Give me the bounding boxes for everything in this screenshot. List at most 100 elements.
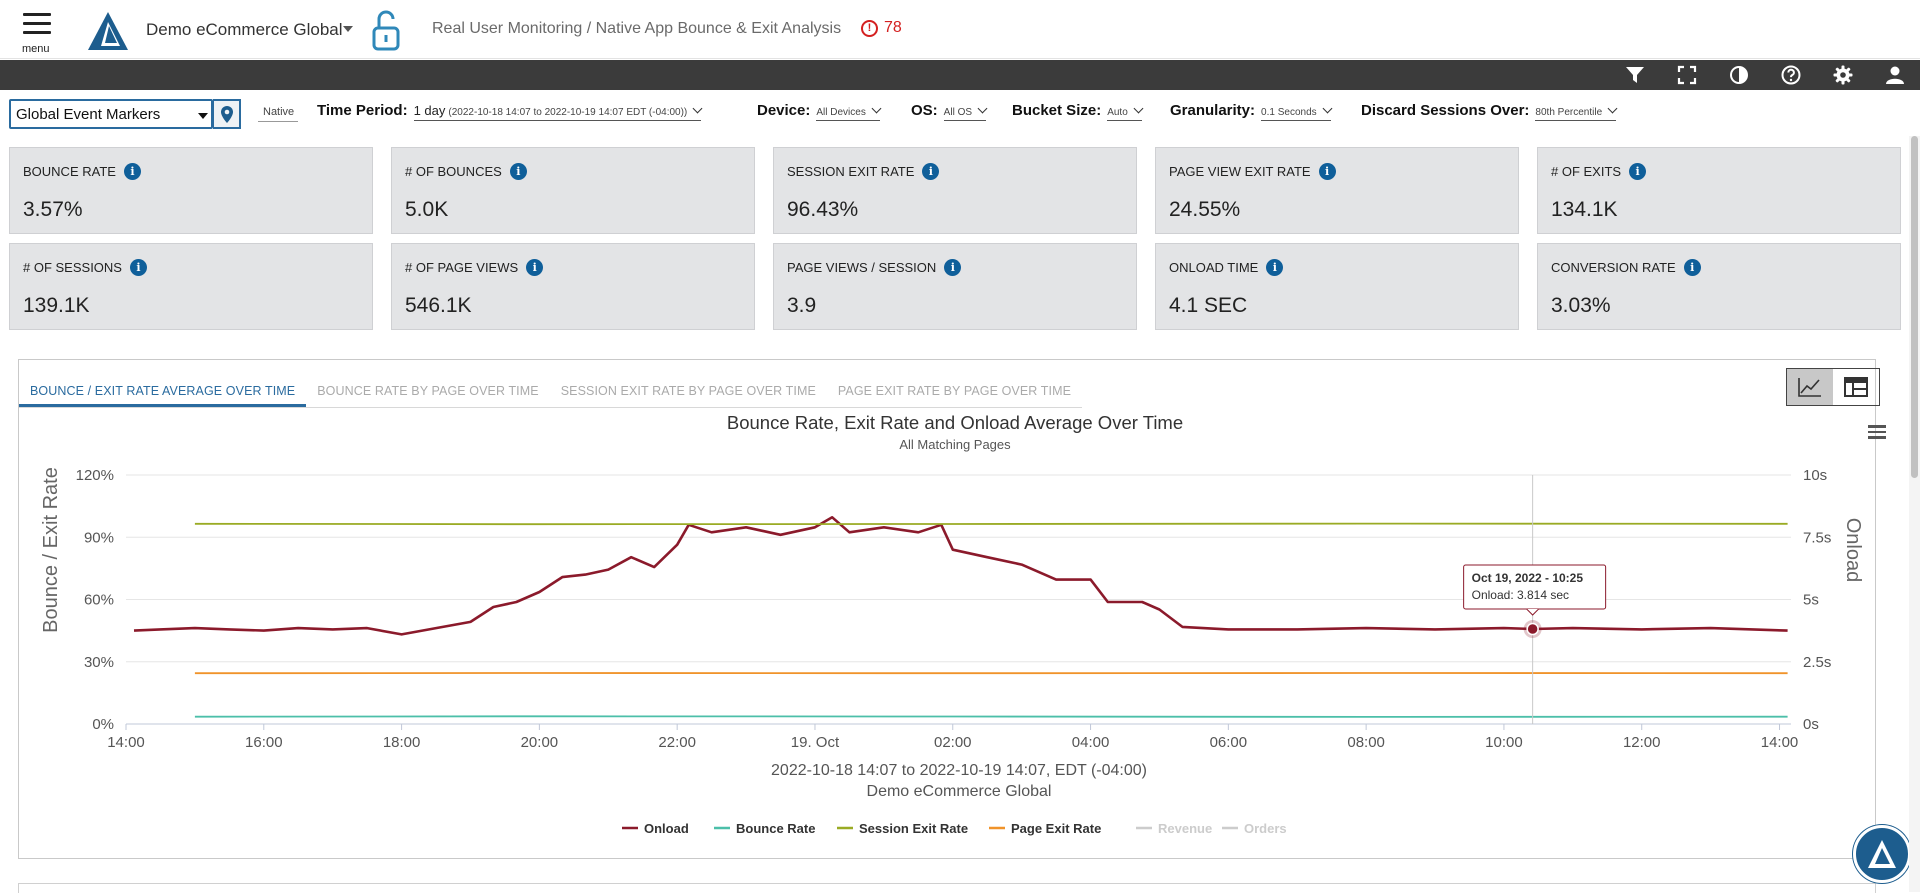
filter-icon[interactable] [1625,65,1645,85]
series-line-bounce-rate [195,716,1788,717]
chevron-down-icon [978,104,988,114]
device-dropdown[interactable]: All Devices [816,107,879,121]
legend-item-onload[interactable]: Onload [644,821,689,836]
chart-subtitle: All Matching Pages [899,437,1011,452]
info-icon[interactable]: i [1684,259,1701,276]
bucket-size-filter[interactable]: Bucket Size: Auto [1012,102,1142,121]
top-toolbar [0,60,1920,90]
chevron-down-icon [1608,104,1618,114]
info-icon[interactable]: i [1629,163,1646,180]
granularity-dropdown[interactable]: 0.1 Seconds [1261,107,1331,121]
chart-legend: Onload Bounce Rate Session Exit Rate Page E… [622,821,1287,836]
legend-item-revenue[interactable]: Revenue [1158,821,1212,836]
legend-item-orders[interactable]: Orders [1244,821,1287,836]
tooltip-text: Onload: 3.814 sec [1472,588,1569,602]
gear-icon[interactable] [1833,65,1853,85]
y-tick-label: 90% [84,529,114,546]
unlock-icon[interactable] [371,10,401,52]
scrollbar-thumb[interactable] [1911,136,1918,478]
y2-tick-label: 5s [1803,592,1819,609]
tooltip-pointer [1527,609,1539,615]
event-markers-select[interactable]: Global Event Markers [9,99,213,129]
kpi-value: 3.57% [23,198,83,222]
info-icon[interactable]: i [922,163,939,180]
kpi-label: CONVERSION RATE [1551,260,1676,275]
kpi-label: SESSION EXIT RATE [787,164,914,179]
info-icon[interactable]: i [944,259,961,276]
x-tick-label: 20:00 [521,734,559,751]
info-icon[interactable]: i [1266,259,1283,276]
info-icon[interactable]: i [1319,163,1336,180]
x-tick-label: 22:00 [658,734,696,751]
fullscreen-icon[interactable] [1677,65,1697,85]
menu-bar-icon [23,31,51,34]
chevron-down-icon [198,113,208,119]
site-selector[interactable]: Demo eCommerce Global [146,20,343,40]
chevron-down-icon [871,104,881,114]
bucket-size-value: Auto [1107,107,1128,118]
info-icon[interactable]: i [510,163,527,180]
x-tick-label: 19. Oct [791,734,840,751]
x-tick-label: 18:00 [383,734,421,751]
kpi-label: ONLOAD TIME [1169,260,1258,275]
granularity-filter[interactable]: Granularity: 0.1 Seconds [1170,102,1331,121]
brand-logo-icon[interactable] [88,12,128,50]
brand-logo-icon [1856,828,1908,880]
x-tick-label: 16:00 [245,734,283,751]
kpi-label: # OF BOUNCES [405,164,502,179]
x-tick-label: 14:00 [1761,734,1799,751]
alert-indicator[interactable]: ! 78 [861,19,902,37]
y-tick-label: 60% [84,592,114,609]
hover-point [1527,624,1538,635]
time-period-value: 1 day [414,103,446,118]
legend-item-session-exit-rate[interactable]: Session Exit Rate [859,821,968,836]
menu-button[interactable]: menu [20,13,54,53]
series-line-session-exit-rate [195,524,1788,525]
kpi-value: 24.55% [1169,198,1240,222]
x-tick-label: 04:00 [1072,734,1110,751]
platform-chip[interactable]: Native [258,104,298,122]
chevron-down-icon [693,104,703,114]
device-filter[interactable]: Device: All Devices [757,102,880,121]
x-tick-label: 08:00 [1347,734,1385,751]
y-axis: 0%30%60%90%120% [76,467,114,733]
page-scrollbar[interactable] [1909,136,1920,892]
menu-label: menu [22,43,50,55]
alert-icon: ! [861,20,878,37]
os-label: OS: [911,102,938,119]
bucket-size-dropdown[interactable]: Auto [1107,107,1142,121]
kpi-label: # OF PAGE VIEWS [405,260,518,275]
os-filter[interactable]: OS: All OS [911,102,986,121]
discard-sessions-dropdown[interactable]: 80th Percentile [1535,107,1616,121]
assistant-button[interactable] [1853,825,1911,883]
device-label: Device: [757,102,810,119]
chart-panel: BOUNCE / EXIT RATE AVERAGE OVER TIME BOU… [18,359,1876,859]
x-tick-label: 06:00 [1210,734,1248,751]
kpi-card-onload-time: ONLOAD TIME i 4.1 SEC [1155,243,1519,330]
y-axis-label: Bounce / Exit Rate [40,467,62,633]
y-tick-label: 0% [92,716,114,733]
bucket-size-label: Bucket Size: [1012,102,1101,119]
time-period-filter[interactable]: Time Period: 1 day (2022-10-18 14:07 to … [317,102,701,121]
kpi-value: 4.1 SEC [1169,294,1247,318]
info-icon[interactable]: i [130,259,147,276]
info-icon[interactable]: i [526,259,543,276]
time-period-dropdown[interactable]: 1 day (2022-10-18 14:07 to 2022-10-19 14… [414,103,702,121]
chevron-down-icon [1133,104,1143,114]
chevron-down-icon [1322,104,1332,114]
os-dropdown[interactable]: All OS [944,107,986,121]
legend-item-bounce-rate[interactable]: Bounce Rate [736,821,815,836]
map-pin-icon [214,102,240,128]
event-markers-toggle[interactable] [213,99,241,129]
user-icon[interactable] [1885,65,1905,85]
contrast-icon[interactable] [1729,65,1749,85]
info-icon[interactable]: i [124,163,141,180]
site-dropdown-caret-icon[interactable] [343,26,353,32]
help-icon[interactable] [1781,65,1801,85]
discard-sessions-filter[interactable]: Discard Sessions Over: 80th Percentile [1361,102,1616,121]
y2-axis-label: Onload [1842,518,1864,583]
legend-item-page-exit-rate[interactable]: Page Exit Rate [1011,821,1101,836]
x-tick-label: 10:00 [1485,734,1523,751]
